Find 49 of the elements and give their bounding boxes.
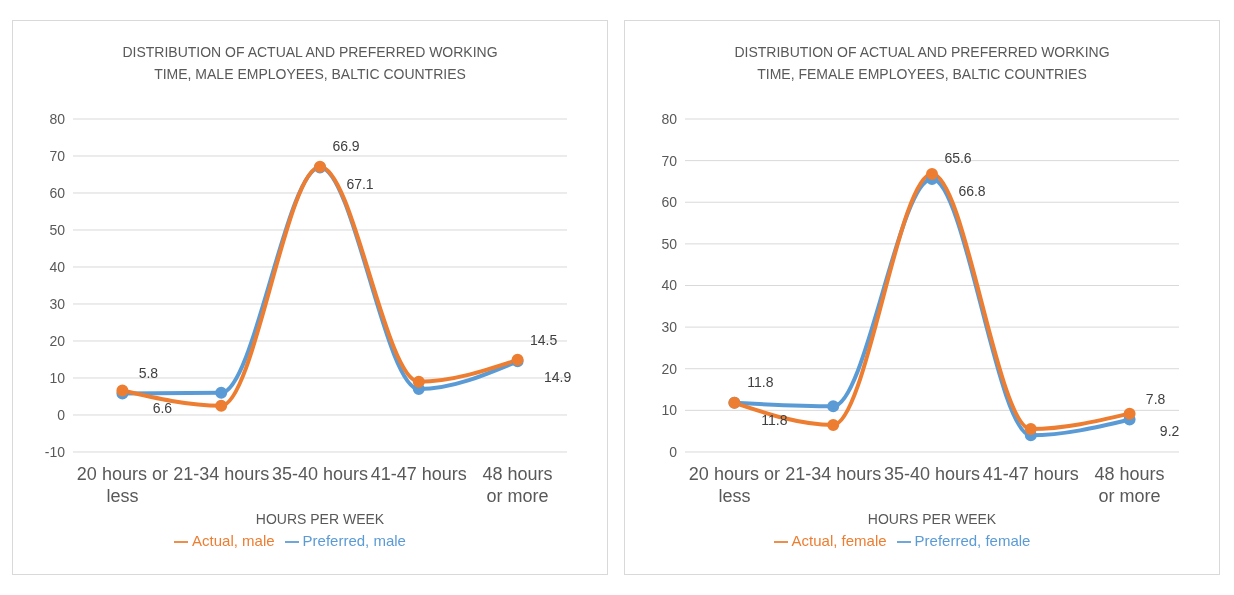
x-axis-title: HOURS PER WEEK: [255, 510, 385, 527]
data-label: 65.6: [944, 149, 972, 166]
data-label: 11.8: [761, 411, 788, 428]
chart-title: DISTRIBUTION OF ACTUAL AND PREFERRED WORKING TIME, FEMALE EMPLOYEES, BALTIC COUNTRIES: [733, 43, 1111, 84]
x-tick-label: 20 hours or less: [76, 463, 168, 506]
data-label: 6.6: [152, 399, 173, 416]
x-tick-label: 21-34 hours: [785, 463, 882, 484]
y-tick-label: 80: [661, 110, 678, 127]
data-label: 66.8: [958, 182, 986, 199]
x-tick-label: 20 hours or less: [688, 463, 780, 506]
data-label: 14.5: [529, 332, 558, 349]
x-tick-label: 48 hours or more: [482, 463, 553, 506]
legend-label: Preferred, female: [914, 531, 1031, 549]
data-label: 7.8: [1145, 390, 1166, 407]
y-tick-label: 20: [661, 360, 678, 377]
chart-title: DISTRIBUTION OF ACTUAL AND PREFERRED WORKING TIME, MALE EMPLOYEES, BALTIC COUNTRIES: [121, 43, 499, 84]
legend-label: Actual, female: [791, 531, 887, 549]
y-tick-label: 10: [49, 369, 66, 386]
data-label: 9.2: [1159, 422, 1180, 439]
y-tick-label: 70: [661, 152, 678, 169]
y-tick-label: 0: [669, 443, 678, 460]
y-tick-label: 10: [661, 402, 678, 419]
y-tick-label: -10: [44, 443, 66, 460]
y-tick-label: 60: [49, 184, 66, 201]
y-tick-label: 40: [661, 277, 678, 294]
x-tick-label: 48 hours or more: [1094, 463, 1165, 506]
legend-label: Actual, male: [192, 531, 275, 549]
y-tick-label: 70: [49, 147, 66, 164]
legend-label: Preferred, male: [302, 531, 406, 549]
x-tick-label: 35-40 hours: [271, 463, 369, 484]
data-label: 11.8: [747, 373, 774, 390]
data-label: 67.1: [346, 175, 374, 192]
y-tick-label: 50: [49, 221, 66, 238]
y-tick-label: 30: [49, 295, 66, 312]
y-tick-label: 30: [661, 319, 678, 336]
x-axis-title: HOURS PER WEEK: [867, 510, 997, 527]
x-tick-label: 21-34 hours: [173, 463, 270, 484]
y-tick-label: 0: [57, 406, 66, 423]
y-tick-label: 40: [49, 258, 66, 275]
x-tick-label: 41-47 hours: [370, 463, 467, 484]
x-tick-label: 35-40 hours: [883, 463, 981, 484]
data-label: 14.9: [543, 368, 572, 385]
y-tick-label: 20: [49, 332, 66, 349]
y-tick-label: 80: [49, 110, 66, 127]
y-tick-label: 50: [661, 235, 678, 252]
x-tick-label: 41-47 hours: [982, 463, 1079, 484]
y-tick-label: 60: [661, 194, 678, 211]
data-label: 5.8: [138, 364, 159, 381]
data-label: 66.9: [332, 138, 360, 155]
